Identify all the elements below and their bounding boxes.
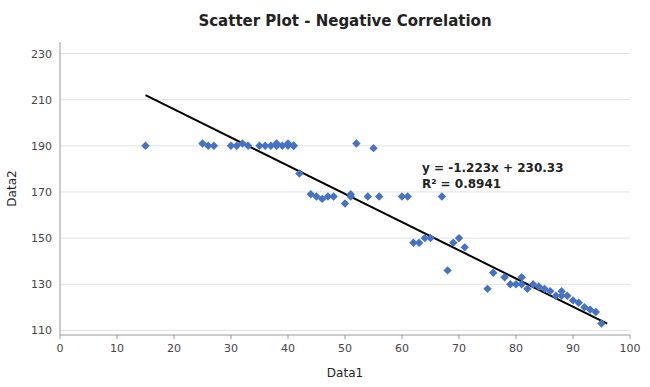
x-tick-label: 40: [281, 342, 295, 355]
x-tick-label: 30: [224, 342, 238, 355]
scatter-point: [523, 285, 531, 293]
x-tick: [174, 335, 175, 339]
x-tick-label: 10: [110, 342, 124, 355]
y-tick-label: 170: [31, 186, 52, 199]
x-tick: [459, 335, 460, 339]
x-tick-label: 50: [338, 342, 352, 355]
scatter-point: [592, 308, 600, 316]
x-tick-label: 0: [57, 342, 64, 355]
annotation: y = -1.223x + 230.33: [422, 161, 564, 175]
x-tick: [516, 335, 517, 339]
scatter-point: [500, 273, 508, 281]
grid-line: [60, 53, 630, 54]
x-tick: [60, 335, 61, 339]
y-tick-label: 130: [31, 278, 52, 291]
annotation: R² = 0.8941: [422, 177, 501, 191]
scatter-point: [461, 243, 469, 251]
scatter-point: [369, 144, 377, 152]
x-tick: [402, 335, 403, 339]
scatter-point: [352, 139, 360, 147]
x-tick-label: 60: [395, 342, 409, 355]
scatter-point: [210, 142, 218, 150]
y-tick-label: 210: [31, 94, 52, 107]
scatter-point: [597, 319, 605, 327]
grid-line: [60, 99, 630, 100]
scatter-point: [141, 142, 149, 150]
scatter-point: [375, 192, 383, 200]
scatter-point: [518, 280, 526, 288]
x-tick-label: 100: [620, 342, 641, 355]
x-axis-label: Data1: [327, 366, 363, 380]
y-tick-label: 150: [31, 232, 52, 245]
scatter-point: [489, 269, 497, 277]
scatter-point: [329, 192, 337, 200]
scatter-point: [290, 142, 298, 150]
scatter-point: [415, 239, 423, 247]
scatter-point: [295, 169, 303, 177]
scatter-point: [364, 192, 372, 200]
fit-line: [146, 95, 608, 324]
grid: [60, 54, 630, 331]
chart: Scatter Plot - Negative Correlation 110 13…: [0, 0, 650, 387]
scatter-point: [546, 287, 554, 295]
x-tick: [231, 335, 232, 339]
y-tick-label: 110: [31, 324, 52, 337]
x-tick-label: 90: [566, 342, 580, 355]
scatter-point: [575, 299, 583, 307]
x-tick: [117, 335, 118, 339]
x-tick: [573, 335, 574, 339]
scatter-point: [455, 234, 463, 242]
y-tick-label: 190: [31, 140, 52, 153]
grid-line: [60, 330, 630, 331]
title: Scatter Plot - Negative Correlation: [198, 12, 491, 30]
grid-line: [60, 238, 630, 239]
x-tick: [345, 335, 346, 339]
y-axis-label: Data2: [5, 170, 19, 206]
scatter-point: [563, 292, 571, 300]
scatter-point: [483, 285, 491, 293]
x-tick-label: 70: [452, 342, 466, 355]
scatter-point: [290, 142, 298, 150]
x-tick-label: 80: [509, 342, 523, 355]
grid-line: [60, 191, 630, 192]
x-tick-label: 20: [167, 342, 181, 355]
scatter-point: [438, 192, 446, 200]
y-tick-label: 230: [31, 48, 52, 61]
scatter-point: [341, 199, 349, 207]
x-tick: [630, 335, 631, 339]
scatter-point: [404, 192, 412, 200]
scatter-point: [426, 234, 434, 242]
scatter-point: [443, 266, 451, 274]
scatter-point: [347, 190, 355, 198]
y-axis-line: [60, 42, 61, 335]
scatter-point: [449, 239, 457, 247]
scatter-point: [244, 142, 252, 150]
grid-line: [60, 284, 630, 285]
plot-area: [141, 95, 607, 328]
x-tick: [288, 335, 289, 339]
